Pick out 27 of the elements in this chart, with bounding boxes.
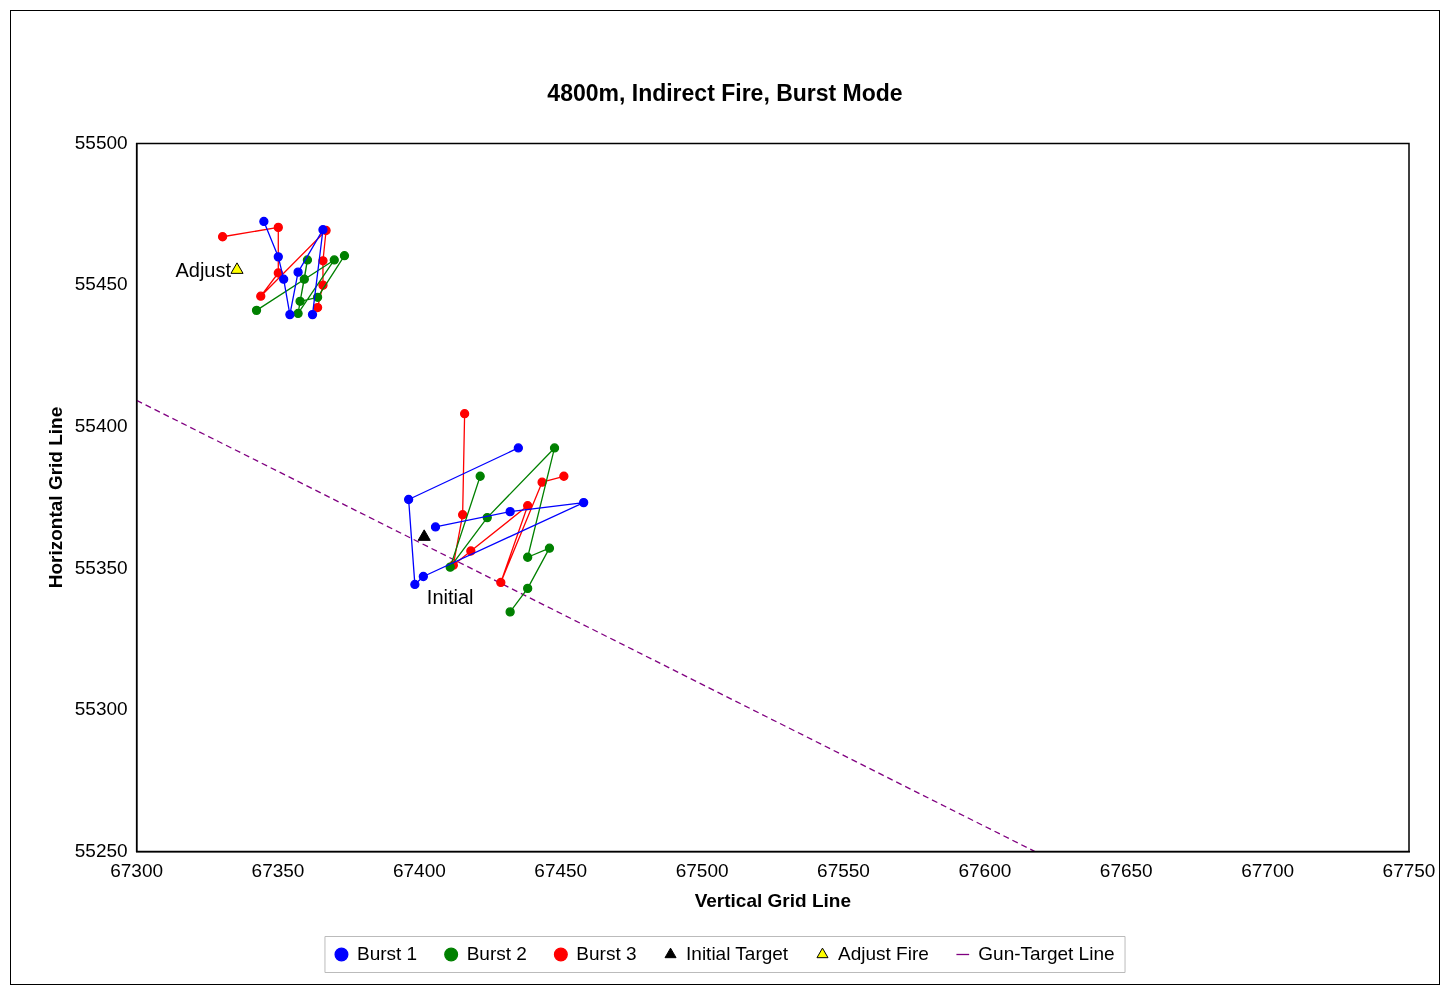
chart-title: 4800m, Indirect Fire, Burst Mode: [547, 80, 903, 107]
annotation: Initial: [426, 586, 474, 609]
x-tick-label: 67550: [817, 860, 870, 882]
y-tick-label: 55250: [74, 839, 128, 861]
legend-label: Burst 3: [576, 942, 637, 964]
x-tick-label: 67650: [1099, 860, 1153, 882]
y-tick-label: 55500: [74, 131, 128, 153]
x-tick-label: 67400: [392, 860, 446, 882]
x-axis-title: Vertical Grid Line: [694, 889, 851, 911]
y-tick-label: 55400: [74, 414, 128, 436]
x-tick-label: 67700: [1241, 860, 1295, 882]
x-tick-label: 67500: [675, 860, 729, 882]
y-axis-title: Horizontal Grid Line: [44, 406, 66, 589]
legend-label: Adjust Fire: [837, 942, 929, 964]
x-tick-label: 67300: [110, 860, 164, 882]
y-tick-label: 55450: [74, 273, 128, 295]
legend-label: Initial Target: [686, 942, 789, 964]
legend-label: Burst 1: [356, 942, 418, 964]
legend-label: Gun-Target Line: [978, 942, 1115, 964]
x-tick-label: 67750: [1382, 860, 1436, 882]
annotation: Adjust: [175, 259, 232, 282]
y-tick-label: 55350: [74, 556, 128, 578]
x-tick-label: 67600: [958, 860, 1012, 882]
y-tick-label: 55300: [74, 698, 128, 720]
x-tick-label: 67350: [251, 860, 305, 882]
legend-label: Burst 2: [466, 942, 527, 964]
x-tick-label: 67450: [534, 860, 588, 882]
